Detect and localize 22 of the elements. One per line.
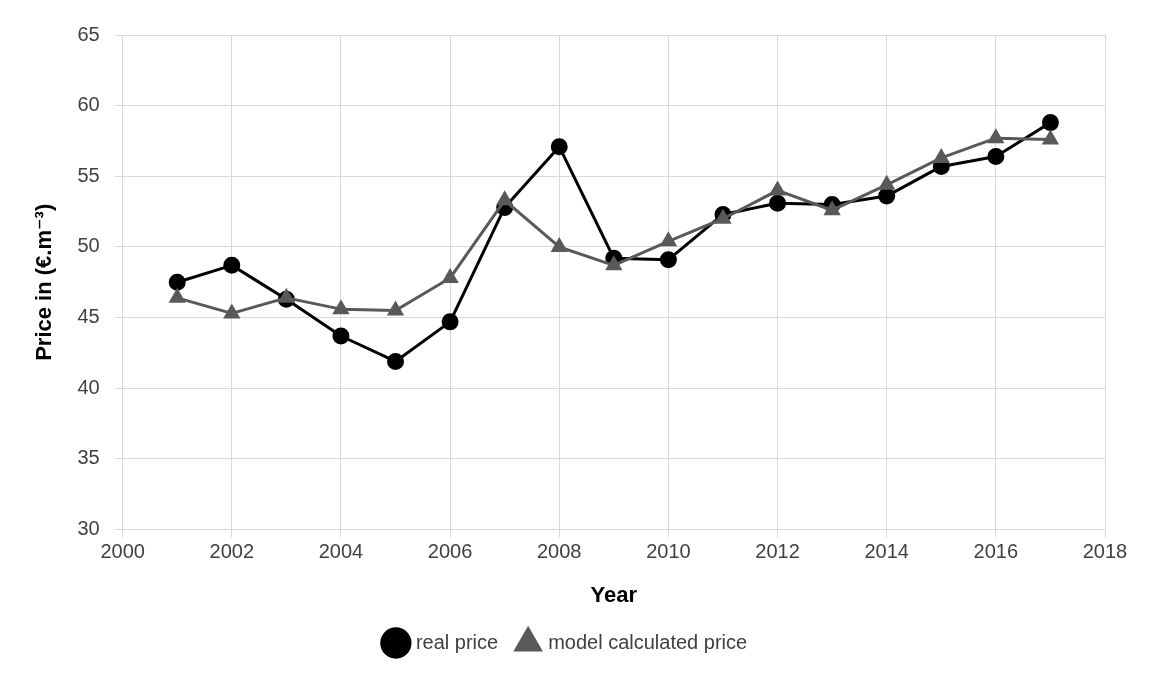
y-tick-label: 30 <box>77 517 100 540</box>
legend-label: real price <box>415 630 499 653</box>
x-tick-label: 2016 <box>973 540 1019 563</box>
y-tick-label: 55 <box>77 163 100 186</box>
x-axis-title: Year <box>590 581 638 607</box>
legend-label: model calculated price <box>548 630 748 653</box>
y-tick-label: 40 <box>77 375 100 398</box>
x-tick-label: 2004 <box>318 540 364 563</box>
x-tick-label: 2008 <box>537 540 582 563</box>
y-tick-label: 50 <box>77 234 100 257</box>
x-tick-label: 2018 <box>1082 540 1128 563</box>
x-tick-label: 2012 <box>755 540 800 563</box>
x-tick-label: 2014 <box>864 540 909 563</box>
y-tick-label: 60 <box>77 93 100 116</box>
x-tick-label: 2010 <box>646 540 691 563</box>
x-tick-label: 2006 <box>427 540 473 563</box>
y-axis-title: Price in (€.m⁻³) <box>31 203 57 361</box>
x-tick-label: 2002 <box>209 540 255 563</box>
y-tick-label: 35 <box>77 446 100 469</box>
y-tick-label: 45 <box>77 305 100 328</box>
y-tick-label: 65 <box>77 22 100 45</box>
x-tick-label: 2000 <box>100 540 145 563</box>
